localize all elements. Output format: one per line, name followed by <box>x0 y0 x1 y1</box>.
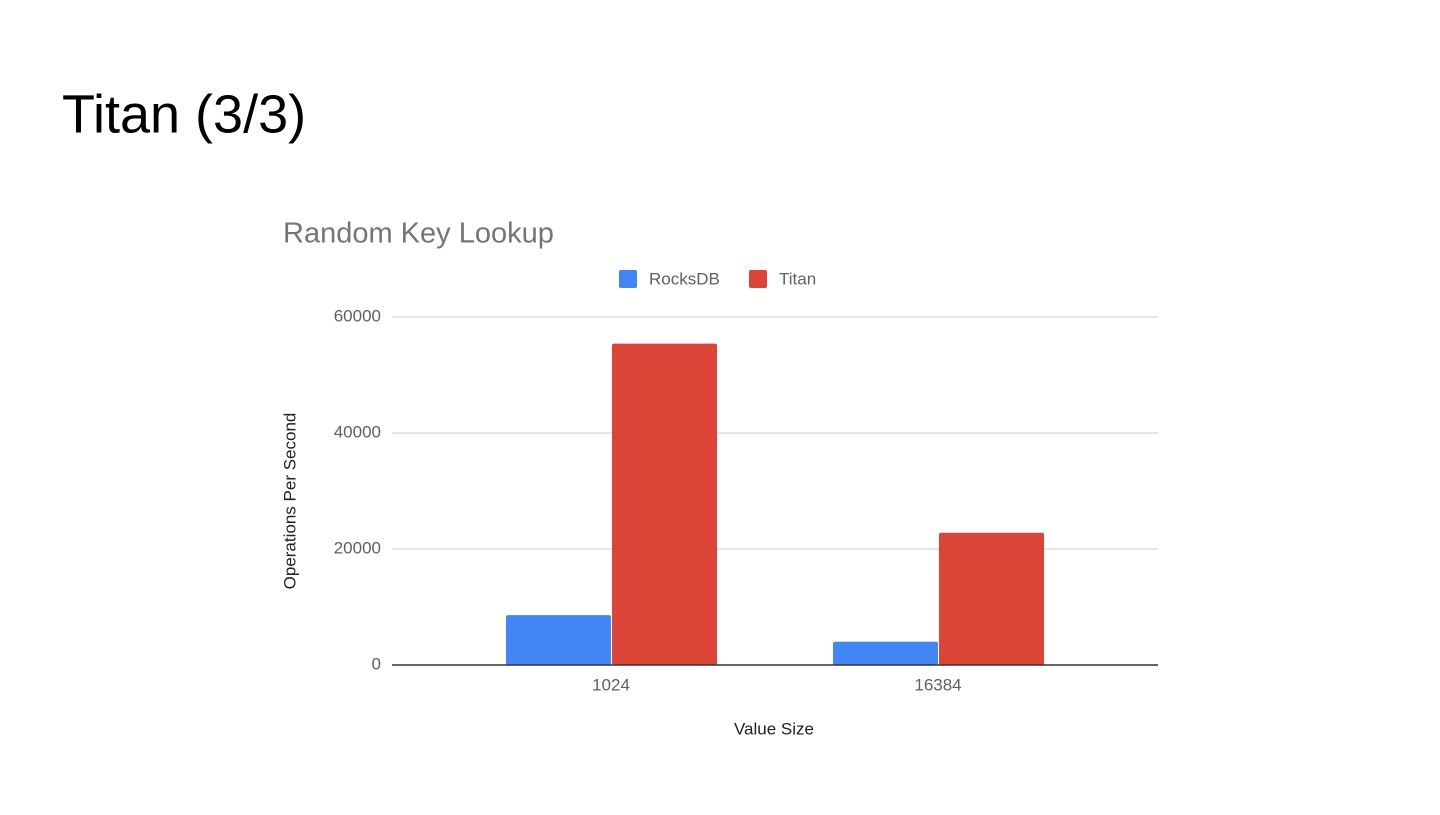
y-axis-title: Operations Per Second <box>280 413 299 590</box>
bar <box>506 615 611 665</box>
legend-label: Titan <box>779 269 816 288</box>
x-tick-label: 16384 <box>914 675 961 694</box>
y-tick-label: 60000 <box>334 306 381 325</box>
bar <box>612 343 717 665</box>
y-tick-label: 0 <box>372 654 381 673</box>
bar <box>833 641 938 665</box>
x-tick-label: 1024 <box>592 675 630 694</box>
y-tick-label: 20000 <box>334 538 381 557</box>
legend-swatch <box>749 270 767 288</box>
x-axis-title: Value Size <box>734 719 814 738</box>
y-tick-label: 40000 <box>334 422 381 441</box>
legend-label: RocksDB <box>649 269 720 288</box>
legend-swatch <box>619 270 637 288</box>
chart-title: Random Key Lookup <box>283 218 554 250</box>
slide-title: Titan (3/3) <box>62 84 306 144</box>
bar <box>939 532 1044 665</box>
